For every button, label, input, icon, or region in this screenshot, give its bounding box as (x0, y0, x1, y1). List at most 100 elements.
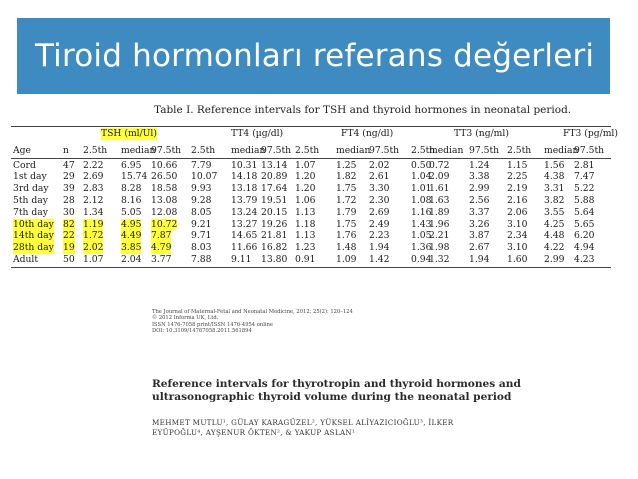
value-cell: 3.26 (469, 218, 490, 230)
table-row: 3rd day 39 2.83 8.28 18.58 9.93 13.18 17.64 1.20… (11, 183, 611, 195)
value-cell: 1.13 (295, 206, 316, 218)
value-cell: 4.49 (121, 230, 142, 243)
table-row: 5th day 28 2.12 8.16 13.08 9.28 13.79 19.51 1.06… (11, 195, 611, 207)
table-row: Adult 50 1.07 2.04 3.77 7.88 9.11 13.80 0.91 1.09… (11, 254, 611, 266)
value-cell: 4.22 (544, 242, 565, 254)
value-cell: 1.18 (295, 218, 316, 230)
value-cell: 14.18 (231, 171, 258, 183)
header-rule (11, 157, 611, 159)
value-cell: 2.81 (574, 159, 595, 171)
value-cell: 19.51 (261, 194, 288, 206)
percentile-header: 97.5th (574, 144, 605, 156)
value-cell: 0.50 (411, 159, 432, 171)
group-header: FT3 (pg/ml) (563, 128, 618, 139)
value-cell: 1.15 (507, 159, 528, 171)
percentile-header: median (544, 144, 579, 156)
value-cell: 4.38 (544, 171, 565, 183)
value-cell: 1.23 (295, 242, 316, 254)
percentile-header: 2.5th (295, 144, 320, 156)
value-cell: 2.34 (507, 230, 528, 242)
value-cell: 3.38 (469, 171, 490, 183)
percentile-header: 97.5th (469, 144, 500, 156)
age-cell: 7th day (13, 206, 48, 218)
value-cell: 8.16 (121, 194, 142, 206)
copyright-line: © 2012 Informa UK, Ltd. (152, 315, 219, 322)
value-cell: 9.71 (191, 230, 212, 242)
value-cell: 1.98 (429, 242, 450, 254)
value-cell: 20.15 (261, 206, 288, 218)
percentile-header: 2.5th (507, 144, 532, 156)
value-cell: 2.69 (83, 171, 104, 183)
percentile-header: 97.5th (369, 144, 400, 156)
value-cell: 1.63 (429, 194, 450, 206)
age-cell: 3rd day (13, 183, 49, 195)
value-cell: 8.05 (191, 206, 212, 218)
value-cell: 1.04 (411, 171, 432, 183)
value-cell: 10.66 (151, 159, 178, 171)
percentile-header: 2.5th (191, 144, 216, 156)
value-cell: 13.80 (261, 253, 288, 265)
value-cell: 1.05 (411, 230, 432, 242)
value-cell: 1.34 (83, 206, 104, 218)
table-bottom-rule (11, 266, 611, 268)
value-cell: 21.81 (261, 230, 288, 242)
value-cell: 2.61 (369, 171, 390, 183)
value-cell: 1.56 (544, 159, 565, 171)
n-cell: 50 (63, 253, 75, 265)
value-cell: 2.02 (83, 242, 104, 254)
percentile-header: median (121, 144, 156, 156)
value-cell: 1.19 (83, 218, 104, 231)
value-cell: 13.14 (261, 159, 288, 171)
group-header: TT4 (µg/dl) (231, 128, 284, 139)
value-cell: 7.79 (191, 159, 212, 171)
value-cell: 4.25 (544, 218, 565, 230)
value-cell: 10.72 (151, 218, 178, 231)
journal-line: The Journal of Maternal-Fetal and Neonat… (152, 309, 353, 315)
age-cell: 28th day (13, 242, 54, 254)
value-cell: 1.82 (336, 171, 357, 183)
journal-reference: The Journal of Maternal-Fetal and Neonat… (152, 309, 353, 335)
percentile-header: 97.5th (261, 144, 292, 156)
n-cell: 47 (63, 159, 75, 171)
value-cell: 1.96 (429, 218, 450, 230)
value-cell: 2.12 (83, 194, 104, 206)
group-header: FT4 (ng/dl) (341, 128, 394, 139)
value-cell: 2.06 (507, 206, 528, 218)
sub-header-row: Age n 2.5th median 97.5th 2.5th median 97.5th 2.… (11, 145, 611, 157)
value-cell: 1.13 (295, 230, 316, 242)
value-cell: 2.16 (507, 194, 528, 206)
value-cell: 1.32 (429, 253, 450, 265)
value-cell: 4.79 (151, 242, 172, 254)
age-cell: 10th day (13, 218, 54, 231)
value-cell: 0.94 (411, 253, 432, 265)
value-cell: 11.66 (231, 242, 258, 254)
table-top-rule (11, 126, 611, 127)
value-cell: 2.67 (469, 242, 490, 254)
reference-table: TSH (ml/Ul) TT4 (µg/dl) FT4 (ng/dl) TT3 (ng… (11, 126, 618, 268)
table-caption: Table I. Reference intervals for TSH and… (154, 104, 572, 116)
value-cell: 2.49 (369, 218, 390, 230)
value-cell: 20.89 (261, 171, 288, 183)
paper-title: Reference intervals for thyrotropin and … (152, 378, 521, 404)
value-cell: 7.87 (151, 230, 172, 243)
value-cell: 2.02 (369, 159, 390, 171)
value-cell: 1.79 (336, 206, 357, 218)
group-header-row: TSH (ml/Ul) TT4 (µg/dl) FT4 (ng/dl) TT3 (ng… (11, 128, 618, 140)
percentile-header: 2.5th (83, 144, 108, 156)
authors-line: MEHMET MUTLU¹, GÜLAY KARAGÜZEL², YÜKSEL … (152, 418, 454, 427)
n-header: n (63, 144, 69, 156)
n-cell: 82 (63, 218, 75, 231)
n-cell: 22 (63, 230, 75, 243)
value-cell: 5.05 (121, 206, 142, 218)
value-cell: 2.25 (507, 171, 528, 183)
value-cell: 2.09 (429, 171, 450, 183)
value-cell: 1.09 (336, 253, 357, 265)
table-row: 10th day 82 1.19 4.95 10.72 9.21 13.27 19.26 1.1… (11, 218, 611, 231)
doi-line: DOI: 10.3109/14767058.2011.561894 (152, 328, 252, 335)
value-cell: 4.23 (574, 253, 595, 265)
table-row: 7th day 30 1.34 5.05 12.08 8.05 13.24 20.15 1.13… (11, 207, 611, 219)
authors-line: EYÜPOĞLU⁴, AYŞENUR ÖKTEN², & YAKUP ASLAN… (152, 428, 356, 437)
value-cell: 1.43 (411, 218, 432, 230)
age-cell: Cord (13, 159, 36, 171)
value-cell: 1.61 (429, 183, 450, 195)
